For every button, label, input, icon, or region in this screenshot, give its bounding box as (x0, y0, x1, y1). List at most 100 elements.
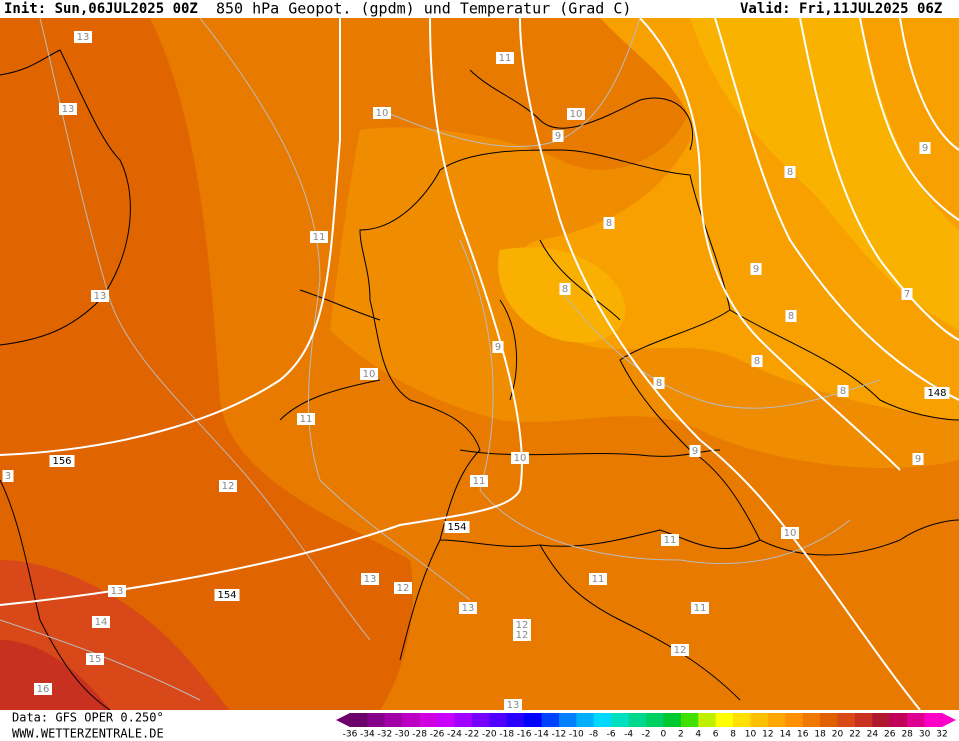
colorbar-swatch (715, 713, 734, 727)
colorbar-swatch (837, 713, 856, 727)
contour-label-box (653, 377, 665, 389)
contour-label-box (924, 387, 950, 399)
contour-label-box (750, 263, 762, 275)
colorbar-label: 24 (867, 730, 879, 740)
colorbar-label: -14 (534, 730, 549, 740)
contour-label-box (689, 445, 701, 457)
contour-label-box (297, 413, 315, 425)
colorbar-swatch (872, 713, 891, 727)
colorbar-swatch (663, 713, 682, 727)
colorbar-swatch (611, 713, 630, 727)
colorbar-swatch (924, 713, 943, 727)
colorbar-swatch (802, 713, 821, 727)
colorbar-swatch (750, 713, 769, 727)
contour-label-box (92, 616, 110, 628)
header-bar (0, 0, 959, 18)
contour-label: 13 (111, 586, 124, 597)
colorbar-swatch (350, 713, 368, 727)
colorbar-label: 0 (661, 730, 667, 740)
contour-label-box (837, 385, 849, 397)
colorbar-swatch (541, 713, 560, 727)
colorbar-swatch (767, 713, 786, 727)
contour-label: 3 (5, 471, 11, 482)
valid-time: Valid: Fri,11JUL2025 06Z (740, 1, 942, 17)
contour-label-box (784, 166, 796, 178)
contour-label: 12 (516, 630, 529, 641)
contour-label: 11 (664, 535, 677, 546)
colorbar-swatch (558, 713, 577, 727)
contour-label-box (91, 290, 109, 302)
contour-label: 11 (473, 476, 486, 487)
contour-label-box (360, 368, 378, 380)
colorbar-swatch (785, 713, 804, 727)
colorbar-label: -8 (589, 730, 598, 740)
contour-label-box (661, 534, 679, 546)
colorbar-label: -32 (377, 730, 392, 740)
map-title: 850 hPa Geopot. (gpdm) und Temperatur (G… (216, 0, 631, 18)
contour-label: 14 (95, 617, 108, 628)
contour-label-box (2, 470, 14, 482)
colorbar-swatch (506, 713, 525, 727)
contour-label-box (511, 452, 529, 464)
contour-label: 13 (94, 291, 107, 302)
contour-label: 12 (222, 481, 235, 492)
colorbar-swatch (733, 713, 751, 727)
colorbar-swatch (419, 713, 438, 727)
contour-label-box (751, 355, 763, 367)
colorbar-label: 30 (919, 730, 931, 740)
contour-label-box (671, 644, 689, 656)
contour-label: 11 (313, 232, 326, 243)
contour-label-box (219, 480, 237, 492)
contour-label-box (86, 653, 104, 665)
contour-label-box (513, 629, 531, 641)
colorbar-label: 6 (713, 730, 719, 740)
colorbar-label: 2 (678, 730, 684, 740)
colorbar-label: -24 (447, 730, 462, 740)
colorbar-label: -36 (343, 730, 358, 740)
colorbar-swatch (889, 713, 908, 727)
contour-label: 8 (787, 167, 793, 178)
colorbar: -36 -34 -32 -30 -28 -26 -24 -22 -20 -18 -16 -14 -12-… (336, 713, 956, 740)
website: WWW.WETTERZENTRALE.DE (12, 727, 164, 741)
contour-label: 12 (516, 620, 529, 631)
geopotential-isolines (0, 18, 959, 710)
colorbar-label: -28 (412, 730, 427, 740)
contour-label: 11 (300, 414, 313, 425)
contour-label-box (567, 108, 585, 120)
contour-label: 13 (364, 574, 377, 585)
contour-label-box (74, 31, 92, 43)
contour-label-box (496, 52, 514, 64)
colorbar-label: -6 (607, 730, 616, 740)
contour-label: 10 (784, 528, 797, 539)
colorbar-label: -22 (465, 730, 480, 740)
contour-label-box (49, 455, 75, 467)
contour-label: 8 (606, 218, 612, 229)
colorbar-swatch (907, 713, 926, 727)
contour-label: 9 (495, 342, 501, 353)
contour-label: 11 (499, 53, 512, 64)
init-time: Init: Sun,06JUL2025 00Z (4, 1, 198, 17)
contour-label: 13 (507, 700, 520, 711)
contour-label-box (691, 602, 709, 614)
colorbar-swatch (576, 713, 595, 727)
contour-label-box (470, 475, 488, 487)
colorbar-label: 4 (695, 730, 701, 740)
contour-label-box (912, 453, 924, 465)
colorbar-swatch (593, 713, 612, 727)
colorbar-label: 14 (780, 730, 792, 740)
contour-label: 8 (840, 386, 846, 397)
temperature-isolines (0, 18, 881, 701)
colorbar-swatch (367, 713, 386, 727)
colorbar-label: 28 (901, 730, 913, 740)
colorbar-label: -30 (395, 730, 410, 740)
contour-label-box (603, 217, 615, 229)
colorbar-label: 10 (745, 730, 757, 740)
colorbar-arrow-left (336, 713, 350, 727)
colorbar-swatch (471, 713, 490, 727)
contour-label: 8 (788, 311, 794, 322)
contour-label: 9 (922, 143, 928, 154)
contour-label-box (504, 699, 522, 710)
contour-label: 13 (77, 32, 90, 43)
contour-label-box (361, 573, 379, 585)
